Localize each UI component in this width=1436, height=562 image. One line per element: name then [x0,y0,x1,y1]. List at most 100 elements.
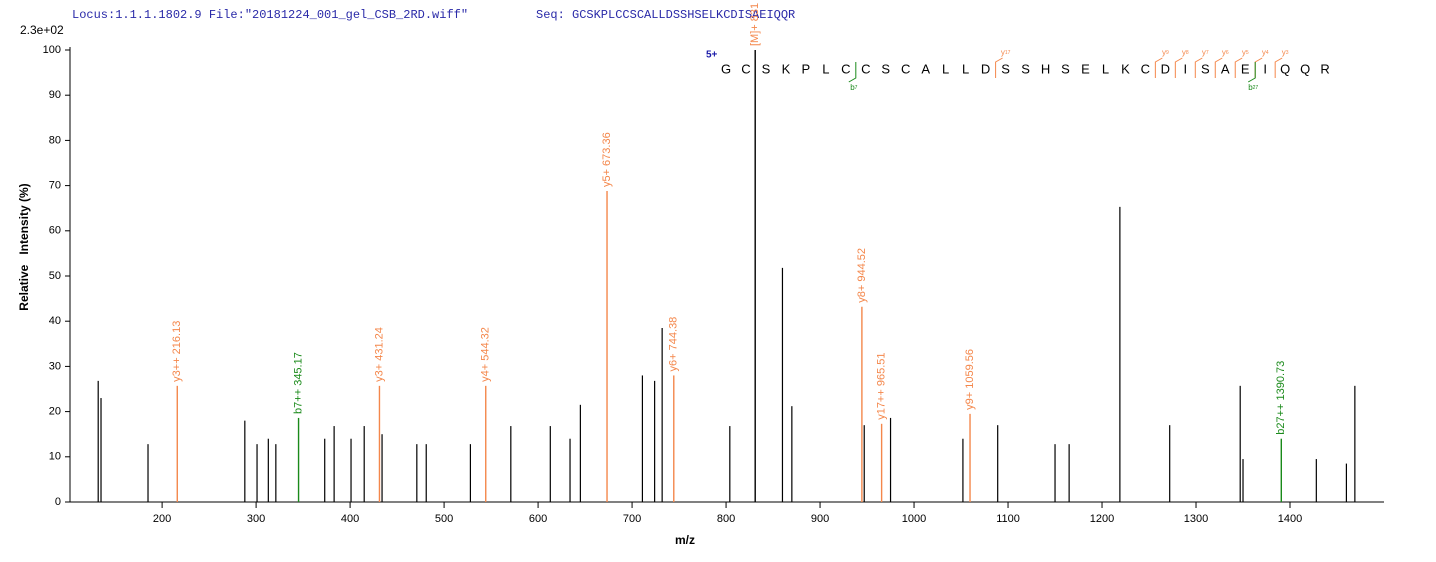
residue: A [1221,61,1230,76]
x-tick-label: 800 [717,513,735,525]
fragment-ion: y [1242,48,1246,57]
residue: I [1263,61,1267,76]
residue: S [1021,61,1030,76]
residue: D [981,61,990,76]
fragment-number: 9 [1166,50,1169,56]
charge: 5+ [706,50,718,61]
fragment-bracket [1214,57,1223,78]
residue: S [1201,61,1210,76]
fragment-label: y5 [1242,48,1249,57]
fragment-label: y3 [1282,48,1289,57]
x-tick-label: 700 [623,513,641,525]
residue: D [1161,61,1170,76]
fragment-ion: y [1262,48,1266,57]
y-axis-label: Relative Intensity (%) [17,183,31,310]
fragment-bracket [1194,57,1203,78]
fragment-number: 5 [1246,50,1249,56]
x-tick-label: 1100 [996,513,1020,525]
residue: C [841,61,850,76]
fragment-label: y8 [1182,48,1189,57]
scale-label: 2.3e+02 [20,23,64,37]
peak-label: y17++ 965.51 [876,353,888,420]
residue: I [1183,61,1187,76]
fragment-number: 3 [1286,50,1289,56]
x-tick-label: 1300 [1184,513,1208,525]
y-tick-label: 90 [49,89,61,101]
residue: K [1121,61,1130,76]
peak-label: y3+ 431.24 [373,327,385,382]
residue: S [762,61,771,76]
fragment-marker: y8 [1174,48,1189,78]
residue: G [721,61,731,76]
header-locus: Locus:1.1.1.1802.9 File:"20181224_001_ge… [72,8,468,22]
y-tick-label: 50 [49,270,61,282]
peak-label: y6+ 744.38 [668,317,680,372]
peak-label: b7++ 345.17 [292,352,304,414]
residue: C [1141,61,1150,76]
x-tick-label: 900 [811,513,829,525]
y-tick-label: 10 [49,451,61,463]
peak-label: [M]+ 831 [749,3,761,46]
fragment-bracket [1174,57,1183,78]
fragment-ion: y [1222,48,1226,57]
fragment-marker: y9 [1154,48,1169,78]
fragment-label: y4 [1262,48,1269,57]
peak-label: b27++ 1390.73 [1275,361,1287,435]
fragment-label: b7 [850,83,857,92]
y-tick-label: 60 [49,225,61,237]
fragment-bracket [995,57,1003,78]
x-tick-label: 1000 [902,513,926,525]
fragment-label: y17 [1001,48,1011,57]
fragment-marker: y7 [1194,48,1209,78]
fragment-ion: b [850,83,855,92]
fragment-bracket [1274,57,1283,78]
fragment-label: y6 [1222,48,1229,57]
fragment-marker: b27 [1247,62,1258,92]
fragment-label: b27 [1248,83,1258,92]
peak-label: y5+ 673.36 [601,132,613,187]
fragment-marker: y6 [1214,48,1229,78]
peak-label: y8+ 944.52 [856,248,868,303]
x-tick-label: 300 [247,513,265,525]
fragment-ion: y [1162,48,1166,57]
peak-label: y9+ 1059.56 [964,349,976,410]
x-tick-label: 200 [153,513,171,525]
fragment-bracket [848,62,857,83]
residue: Q [1300,61,1310,76]
fragment-marker: y17 [995,48,1011,78]
fragment-number: 7 [855,85,858,91]
fragment-bracket [1154,57,1163,78]
residue: L [962,61,969,76]
fragment-number: 17 [1005,50,1011,56]
fragment-number: 4 [1266,50,1269,56]
y-tick-label: 80 [49,134,61,146]
residue: S [881,61,890,76]
fragment-ion: y [1182,48,1186,57]
y-tick-label: 20 [49,406,61,418]
fragment-label: y9 [1162,48,1169,57]
header-seq: Seq: GCSKPLCCSCALLDSSHSELKCDISAEIQQR [536,8,795,22]
fragment-ion: y [1202,48,1206,57]
fragment-number: 6 [1226,50,1229,56]
residue: C [861,61,870,76]
residue: H [1041,61,1050,76]
x-tick-label: 500 [435,513,453,525]
fragment-number: 8 [1186,50,1189,56]
peak-label: y3++ 216.13 [171,321,183,382]
fragment-marker: y3 [1274,48,1289,78]
fragment-label: y7 [1202,48,1209,57]
fragment-ion: y [1001,48,1005,57]
residue: R [1320,61,1329,76]
x-tick-label: 1400 [1278,513,1302,525]
residue: S [1001,61,1010,76]
x-tick-label: 600 [529,513,547,525]
residue: A [921,61,930,76]
fragment-marker: b7 [848,62,858,92]
residue: E [1241,61,1250,76]
y-tick-label: 70 [49,180,61,192]
fragment-ion: y [1282,48,1286,57]
y-tick-label: 0 [55,496,61,508]
residue: E [1081,61,1090,76]
